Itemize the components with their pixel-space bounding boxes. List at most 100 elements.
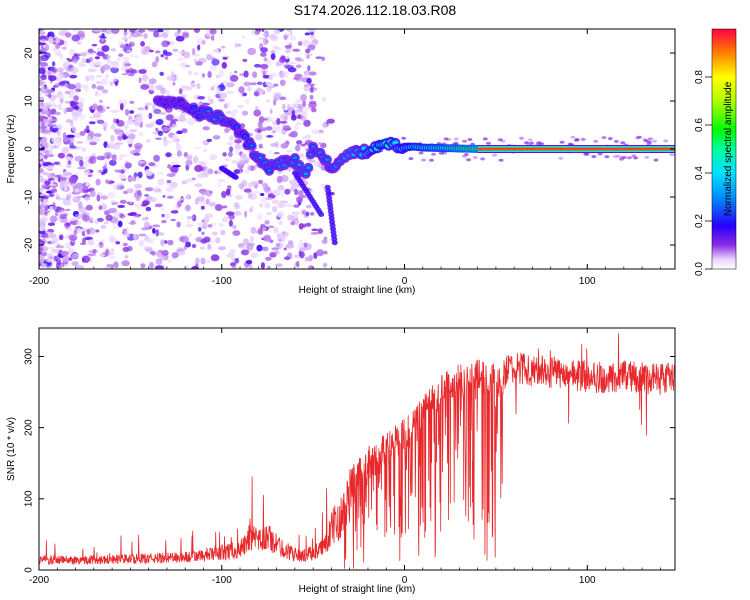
heatmap-noise-blob (539, 142, 544, 146)
heatmap-noise-blob (46, 165, 55, 170)
heatmap-noise-blob (52, 125, 61, 129)
heatmap-noise-blob (166, 114, 174, 121)
heatmap-noise-blob (118, 42, 127, 45)
heatmap-noise-blob (133, 191, 143, 199)
heatmap-noise-blob (123, 132, 131, 136)
heatmap-noise-blob (318, 142, 322, 145)
heatmap-noise-blob (118, 131, 123, 137)
heatmap-noise-blob (74, 188, 80, 193)
heatmap-noise-blob (69, 89, 77, 94)
heatmap-noise-blob (114, 169, 121, 173)
heatmap-noise-blob (229, 249, 237, 254)
heatmap-noise-blob (226, 82, 235, 88)
heatmap-ridge-branch (318, 212, 325, 217)
heatmap-noise-blob (294, 57, 302, 61)
heatmap-noise-blob (150, 237, 154, 245)
heatmap-noise-blob (277, 213, 283, 218)
heatmap-noise-blob (191, 214, 197, 222)
heatmap-noise-blob (260, 47, 268, 53)
heatmap-noise-blob (153, 164, 158, 168)
heatmap-noise-blob (48, 246, 56, 250)
heatmap-noise-blob (234, 70, 238, 74)
heatmap-noise-blob (238, 86, 245, 94)
heatmap-noise-blob (279, 96, 287, 101)
heatmap-noise-blob (195, 257, 200, 265)
heatmap-noise-blob (115, 241, 121, 245)
heatmap-noise-blob (141, 74, 149, 82)
heatmap-noise-blob (196, 222, 204, 226)
heatmap-noise-blob (140, 41, 146, 47)
heatmap-noise-blob (98, 205, 103, 210)
heatmap-noise-blob (122, 60, 131, 68)
heatmap-noise-blob (231, 160, 238, 164)
heatmap-noise-blob (253, 91, 260, 97)
heatmap-noise-blob (279, 79, 286, 86)
heatmap-noise-blob (71, 261, 79, 267)
heatmap-noise-blob (249, 205, 254, 210)
heatmap-noise-blob (286, 149, 293, 153)
heatmap-noise-blob (279, 56, 286, 64)
heatmap-noise-blob (108, 141, 115, 149)
heatmap-noise-blob (143, 246, 153, 251)
heatmap-noise-blob (137, 161, 146, 164)
heatmap-noise-blob (124, 109, 130, 116)
heatmap-noise-blob (253, 109, 262, 117)
snr-series-line (39, 333, 675, 569)
heatmap-noise-blob (56, 164, 63, 167)
heatmap-noise-blob (298, 223, 304, 230)
heatmap-noise-blob (76, 109, 82, 117)
heatmap-noise-blob (167, 259, 172, 263)
heatmap-noise-blob (109, 81, 114, 86)
heatmap-noise-blob (39, 187, 45, 192)
heatmap-noise-blob (311, 107, 317, 113)
colorbar: 0.0 0.2 0.4 0.6 0.8 Normalized spectral ampl… (694, 28, 737, 276)
heatmap-noise-blob (480, 157, 486, 161)
heatmap-noise-blob (106, 106, 110, 109)
heatmap-noise-blob (265, 256, 272, 261)
heatmap-noise-blob (39, 56, 43, 64)
heatmap-noise-blob (172, 48, 179, 52)
heatmap-noise-blob (42, 172, 48, 176)
heatmap-noise-blob (54, 111, 61, 116)
heatmap-noise-blob (293, 210, 299, 218)
heatmap-noise-blob (81, 57, 87, 64)
heatmap-noise-blob (47, 31, 55, 39)
heatmap-ridge-core (234, 125, 239, 129)
heatmap-noise-blob (39, 224, 46, 232)
heatmap-noise-blob (105, 74, 109, 78)
heatmap-noise-layer (39, 29, 675, 269)
heatmap-noise-blob (153, 30, 159, 38)
heatmap-noise-blob (59, 213, 67, 219)
heatmap-noise-blob (100, 225, 107, 229)
heatmap-noise-blob (75, 220, 82, 226)
heatmap-noise-blob (202, 222, 208, 229)
heatmap-noise-blob (121, 36, 127, 41)
heatmap-noise-blob (140, 263, 146, 269)
heatmap-noise-blob (170, 71, 175, 77)
heatmap-noise-blob (138, 77, 142, 83)
heatmap-ridge-core (297, 163, 302, 167)
heatmap-noise-blob (157, 178, 165, 186)
x-tick-label: -200 (29, 575, 49, 586)
heatmap-noise-blob (145, 206, 152, 212)
heatmap-noise-blob (201, 231, 205, 235)
heatmap-noise-blob (76, 227, 82, 234)
heatmap-noise-blob (39, 168, 44, 174)
heatmap-noise-blob (170, 210, 179, 214)
heatmap-noise-blob (293, 218, 300, 226)
heatmap-noise-blob (323, 262, 328, 268)
heatmap-noise-blob (210, 222, 217, 226)
heatmap-noise-blob (81, 230, 86, 237)
heatmap-noise-blob (185, 178, 194, 183)
heatmap-noise-blob (647, 137, 653, 141)
heatmap-noise-blob (69, 74, 78, 79)
heatmap-noise-blob (302, 39, 310, 47)
heatmap-noise-blob (302, 106, 309, 112)
heatmap-noise-blob (99, 99, 103, 103)
heatmap-noise-blob (123, 124, 129, 130)
heatmap-noise-blob (46, 142, 53, 149)
heatmap-noise-blob (138, 132, 144, 137)
heatmap-noise-blob (247, 165, 256, 171)
heatmap-noise-blob (186, 154, 193, 161)
